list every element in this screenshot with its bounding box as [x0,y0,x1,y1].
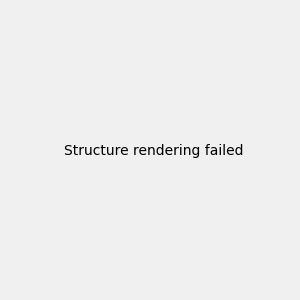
Text: Structure rendering failed: Structure rendering failed [64,145,244,158]
